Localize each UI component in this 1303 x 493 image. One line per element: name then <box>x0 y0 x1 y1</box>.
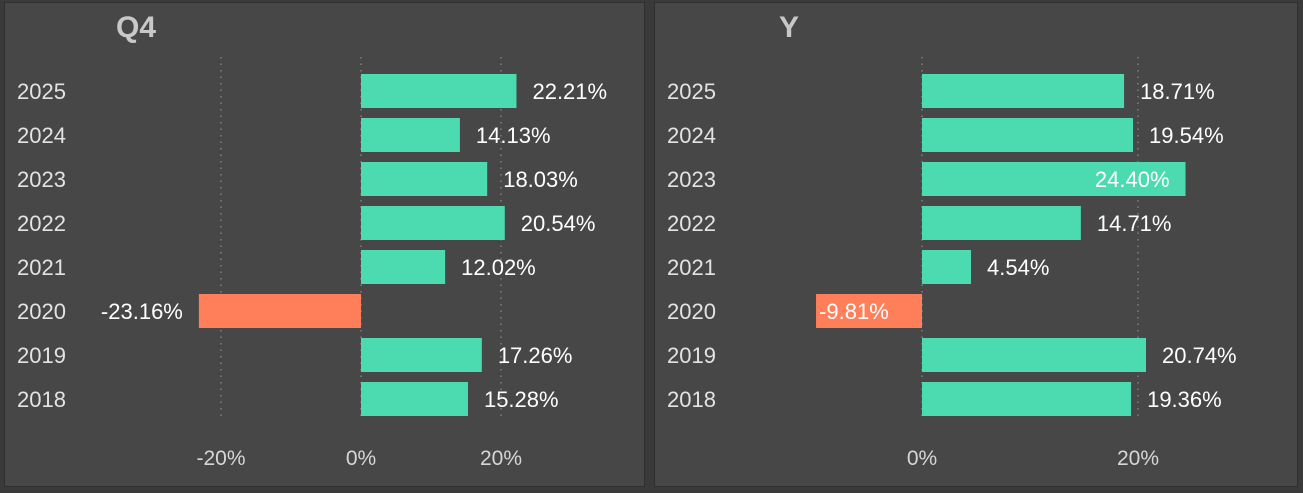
category-label: 2021 <box>667 255 716 280</box>
data-label: 12.02% <box>461 255 536 280</box>
category-label: 2023 <box>17 167 66 192</box>
bar <box>361 74 517 108</box>
category-label: 2025 <box>17 79 66 104</box>
chart-title-y: Y <box>779 11 799 44</box>
bar-chart-q4: Q4 2025 2024 2023 2022 2021 2020 2019 2018 22.2… <box>17 11 607 470</box>
data-label: 19.36% <box>1147 387 1222 412</box>
chart-panel-q4: Q4 2025 2024 2023 2022 2021 2020 2019 2018 22.2… <box>4 2 645 487</box>
bar <box>361 382 468 416</box>
bar <box>361 206 505 240</box>
data-label: 14.71% <box>1097 211 1172 236</box>
x-tick-label: 0% <box>346 447 376 470</box>
data-label: 14.13% <box>476 123 551 148</box>
bar <box>361 250 446 284</box>
category-label: 2018 <box>17 387 66 412</box>
data-label: 20.74% <box>1162 343 1237 368</box>
bar <box>361 338 482 372</box>
category-label: 2024 <box>667 123 716 148</box>
data-label: 22.21% <box>532 79 607 104</box>
bar <box>816 294 922 328</box>
bar-chart-y: Y 2025 2024 2023 2022 2021 2020 2019 2018 18.71… <box>667 11 1237 470</box>
data-label: 24.40% <box>1095 167 1170 192</box>
category-label: 2023 <box>667 167 716 192</box>
x-tick-label: 20% <box>480 447 522 470</box>
chart-title-q4: Q4 <box>116 11 156 44</box>
category-label: 2018 <box>667 387 716 412</box>
data-label: 4.54% <box>987 255 1049 280</box>
bar <box>361 162 488 196</box>
category-label: 2024 <box>17 123 66 148</box>
x-tick-label: 0% <box>907 447 937 470</box>
category-label: 2020 <box>17 299 66 324</box>
category-label: 2020 <box>667 299 716 324</box>
bar <box>198 294 361 328</box>
x-tick-label: -20% <box>196 447 245 470</box>
chart-panel-y: Y 2025 2024 2023 2022 2021 2020 2019 2018 18.71… <box>654 2 1298 487</box>
bar <box>922 118 1134 152</box>
bar <box>922 74 1125 108</box>
bar <box>922 338 1146 372</box>
data-label: 18.71% <box>1140 79 1215 104</box>
data-label: 15.28% <box>484 387 559 412</box>
category-label: 2019 <box>667 343 716 368</box>
data-label: -9.81% <box>819 299 889 324</box>
bar <box>922 382 1132 416</box>
data-label: -23.16% <box>101 299 183 324</box>
category-label: 2022 <box>17 211 66 236</box>
data-label: 17.26% <box>498 343 573 368</box>
data-label: 19.54% <box>1149 123 1224 148</box>
x-tick-label: 20% <box>1117 447 1159 470</box>
data-label: 18.03% <box>503 167 578 192</box>
category-label: 2025 <box>667 79 716 104</box>
category-label: 2019 <box>17 343 66 368</box>
category-label: 2022 <box>667 211 716 236</box>
bar <box>922 206 1081 240</box>
bar <box>361 118 460 152</box>
bar <box>922 162 1186 196</box>
bar <box>922 250 972 284</box>
data-label: 20.54% <box>521 211 596 236</box>
category-label: 2021 <box>17 255 66 280</box>
